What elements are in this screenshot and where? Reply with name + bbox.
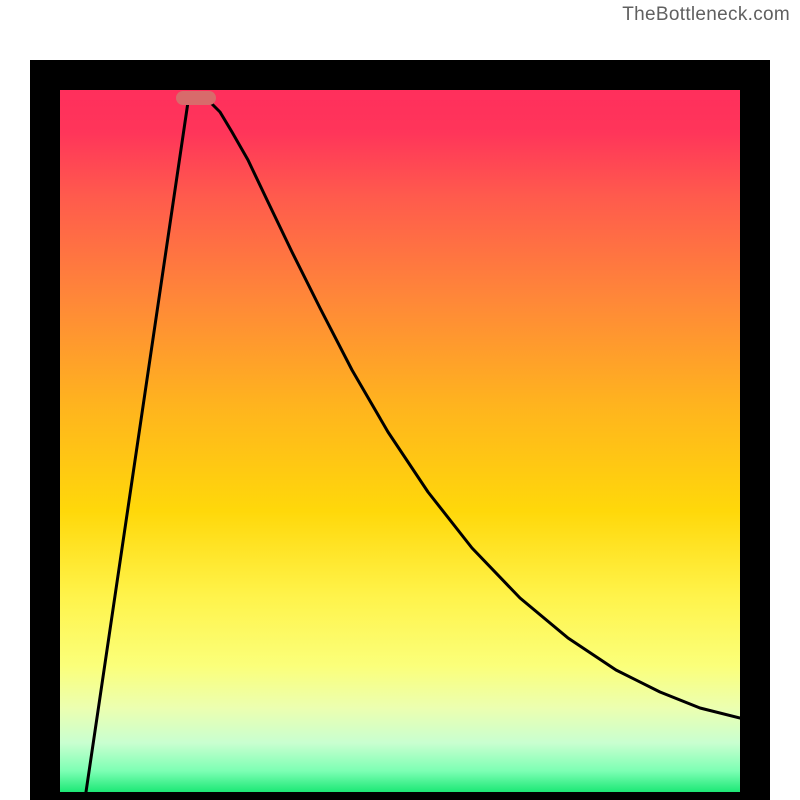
watermark-text: TheBottleneck.com xyxy=(622,4,790,26)
chart-svg xyxy=(60,90,740,792)
chart-background xyxy=(60,90,740,792)
bottleneck-chart xyxy=(60,90,740,792)
chart-frame xyxy=(0,30,800,800)
min-marker xyxy=(176,91,216,105)
plot-border xyxy=(30,60,770,800)
